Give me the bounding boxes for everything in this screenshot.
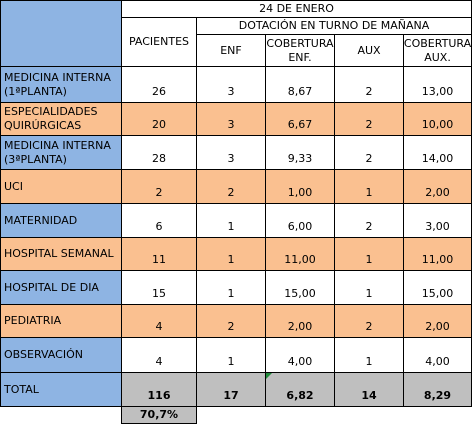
cell-pacientes: 20	[121, 102, 197, 136]
row-label: MATERNIDAD	[0, 203, 122, 238]
cell-pacientes: 28	[121, 135, 197, 170]
cell-enf: 1	[196, 237, 266, 271]
cell-cob-enf: 4,00	[265, 337, 335, 373]
total-label: TOTAL	[0, 372, 122, 407]
cell-cob-aux: 2,00	[403, 169, 472, 204]
cell-cob-enf: 6,67	[265, 102, 335, 136]
comment-marker-icon	[266, 373, 272, 379]
cell-cob-enf: 8,67	[265, 66, 335, 103]
cell-cob-enf: 11,00	[265, 237, 335, 271]
cell-cob-aux: 4,00	[403, 337, 472, 373]
cell-cob-enf: 9,33	[265, 135, 335, 170]
cell-cob-aux: 3,00	[403, 203, 472, 238]
pacientes-header: PACIENTES	[121, 17, 197, 67]
cell-enf: 1	[196, 270, 266, 305]
cell-cob-enf: 1,00	[265, 169, 335, 204]
cell-cob-aux: 13,00	[403, 66, 472, 103]
cell-cob-enf: 15,00	[265, 270, 335, 305]
cell-aux: 2	[334, 102, 404, 136]
cell-aux: 2	[334, 203, 404, 238]
cell-pacientes: 6	[121, 203, 197, 238]
row-label: UCI	[0, 169, 122, 204]
row-label: ESPECIALIDADES QUIRÚRGICAS	[0, 102, 122, 136]
total-cob-enf: 6,82	[265, 372, 335, 407]
total-aux: 14	[334, 372, 404, 407]
cell-pacientes: 2	[121, 169, 197, 204]
total-cob-aux: 8,29	[403, 372, 472, 407]
cell-pacientes: 15	[121, 270, 197, 305]
cell-enf: 3	[196, 66, 266, 103]
cell-pacientes: 26	[121, 66, 197, 103]
header-corner	[0, 0, 122, 67]
cell-cob-aux: 11,00	[403, 237, 472, 271]
enf-header: ENF	[196, 34, 266, 67]
cobertura-aux-header: COBERTURA AUX.	[403, 34, 472, 67]
dotacion-header: DOTACIÓN EN TURNO DE MAÑANA	[196, 17, 472, 35]
cobertura-enf-header: COBERTURA ENF.	[265, 34, 335, 67]
cell-enf: 3	[196, 102, 266, 136]
cell-aux: 2	[334, 304, 404, 338]
row-label: OBSERVACIÓN	[0, 337, 122, 373]
occupancy-percent: 70,7%	[121, 406, 197, 424]
cell-cob-enf: 2,00	[265, 304, 335, 338]
cell-aux: 1	[334, 169, 404, 204]
cell-enf: 1	[196, 203, 266, 238]
cell-cob-aux: 2,00	[403, 304, 472, 338]
cell-cob-aux: 14,00	[403, 135, 472, 170]
cell-aux: 1	[334, 337, 404, 373]
total-pacientes: 116	[121, 372, 197, 407]
row-label: MEDICINA INTERNA (1ªPLANTA)	[0, 66, 122, 103]
cell-enf: 1	[196, 337, 266, 373]
cell-pacientes: 4	[121, 304, 197, 338]
cell-aux: 1	[334, 237, 404, 271]
cell-aux: 2	[334, 135, 404, 170]
cell-cob-aux: 10,00	[403, 102, 472, 136]
row-label: PEDIATRIA	[0, 304, 122, 338]
aux-header: AUX	[334, 34, 404, 67]
cell-pacientes: 11	[121, 237, 197, 271]
row-label: MEDICINA INTERNA (3ªPLANTA)	[0, 135, 122, 170]
cell-pacientes: 4	[121, 337, 197, 373]
cell-cob-enf: 6,00	[265, 203, 335, 238]
row-label: HOSPITAL SEMANAL	[0, 237, 122, 271]
cell-enf: 3	[196, 135, 266, 170]
total-enf: 17	[196, 372, 266, 407]
cell-aux: 1	[334, 270, 404, 305]
cell-aux: 2	[334, 66, 404, 103]
date-header: 24 DE ENERO	[121, 0, 472, 18]
cell-enf: 2	[196, 304, 266, 338]
row-label: HOSPITAL DE DIA	[0, 270, 122, 305]
cell-cob-aux: 15,00	[403, 270, 472, 305]
cell-enf: 2	[196, 169, 266, 204]
